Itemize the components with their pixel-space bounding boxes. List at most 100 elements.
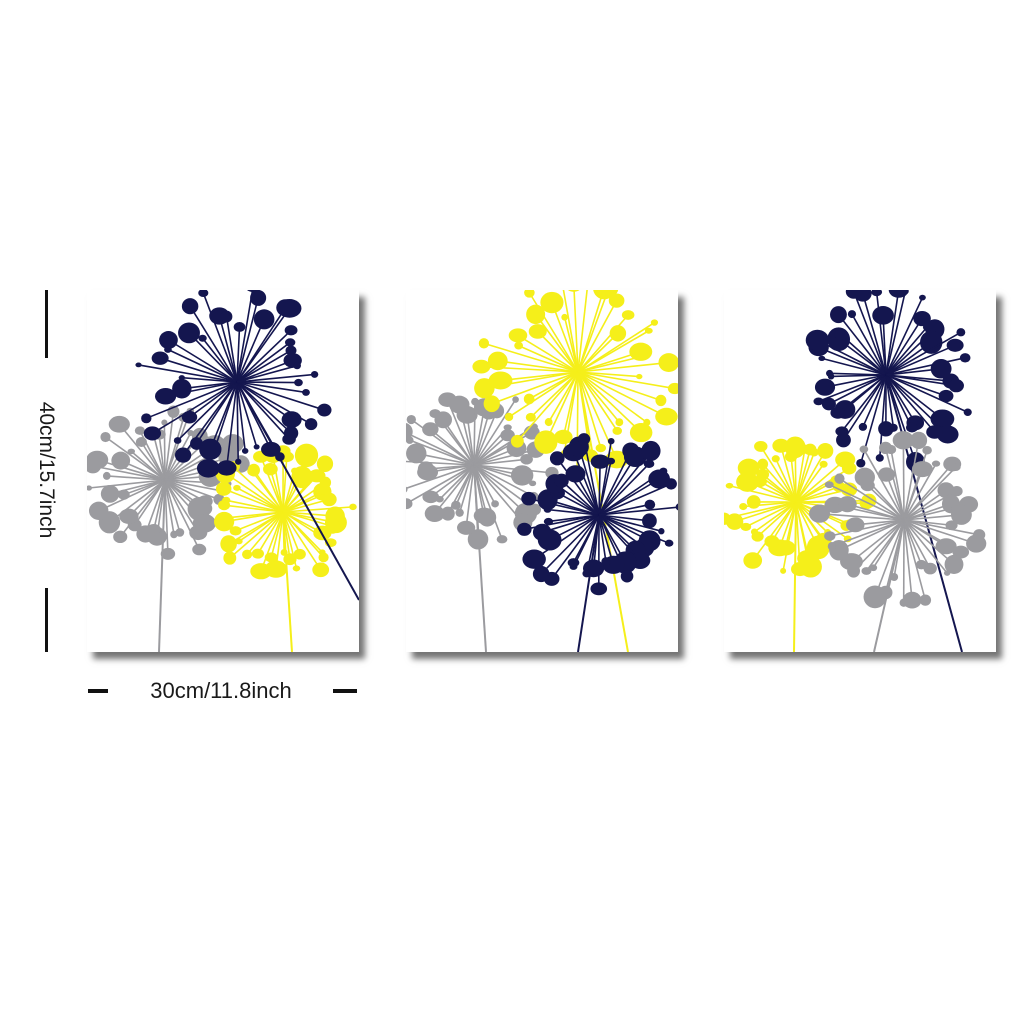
petal-ray <box>236 381 258 448</box>
petal-ray <box>246 511 284 555</box>
petal-ray <box>795 501 801 570</box>
seed-dot <box>791 562 809 577</box>
petal-ray <box>592 514 600 569</box>
seed-dot <box>590 454 610 469</box>
petal-ray <box>225 381 238 469</box>
seed-dot <box>861 567 872 575</box>
seed-dot <box>102 471 111 480</box>
petal-ray <box>903 519 913 601</box>
petal-ray <box>282 511 285 553</box>
petal-ray <box>745 501 797 528</box>
petal-ray <box>885 291 907 376</box>
seed-dot <box>127 448 136 455</box>
seed-dot <box>819 460 828 468</box>
seed-dot <box>189 525 208 541</box>
petal-ray <box>236 297 259 383</box>
seed-dot <box>805 329 829 351</box>
petal-ray <box>577 361 669 373</box>
seed-dot <box>216 460 237 476</box>
seed-dot <box>250 563 272 580</box>
petal-ray <box>885 297 924 376</box>
seed-dot <box>178 375 185 381</box>
seed-dot <box>913 310 931 327</box>
petal-ray <box>473 407 486 466</box>
seed-dot <box>757 458 769 470</box>
petal-ray <box>885 374 943 420</box>
seed-dot <box>931 460 941 467</box>
petal-ray <box>865 519 905 572</box>
petal-ray <box>598 506 678 516</box>
seed-dot <box>612 426 623 435</box>
petal-ray <box>885 290 900 376</box>
seed-dot <box>496 535 508 544</box>
petal-ray <box>534 313 579 373</box>
petal-ray <box>483 342 579 373</box>
seed-dot <box>821 397 836 411</box>
seed-dot <box>847 310 857 319</box>
seed-dot <box>648 469 671 489</box>
petal-ray <box>828 374 887 405</box>
seed-dot <box>223 551 237 565</box>
petal-ray <box>548 514 600 523</box>
petal-ray <box>433 464 475 515</box>
petal-ray <box>734 501 797 523</box>
petal-ray <box>862 293 887 376</box>
seed-dot <box>856 458 866 468</box>
seed-dot <box>310 370 319 378</box>
seed-dot <box>809 504 831 523</box>
seed-dot <box>160 547 176 560</box>
petal-ray <box>164 479 199 533</box>
petal-ray <box>541 514 600 534</box>
seed-dot <box>321 492 337 507</box>
seed-dot <box>422 422 439 437</box>
petal-ray <box>752 501 797 561</box>
seed-dot <box>522 549 546 569</box>
seed-dot <box>293 362 301 370</box>
seed-dot <box>906 422 918 433</box>
petal-ray <box>164 479 200 550</box>
seed-dot <box>830 406 846 419</box>
petal-ray <box>139 430 166 481</box>
seed-dot <box>736 472 759 492</box>
seed-dot <box>739 502 748 511</box>
petal-ray <box>153 479 166 530</box>
seed-dot <box>922 445 932 455</box>
seed-dot <box>406 443 427 464</box>
petal-ray <box>236 349 292 383</box>
seed-dot <box>281 411 302 428</box>
seed-dot <box>521 491 537 506</box>
petal-ray <box>159 357 238 383</box>
petal-ray <box>598 461 601 516</box>
petal-ray <box>447 464 475 515</box>
petal-ray <box>167 348 238 383</box>
petal-ray <box>473 464 524 524</box>
seed-dot <box>644 499 656 510</box>
seed-dot <box>615 418 624 427</box>
petal-ray <box>819 512 905 521</box>
flower-stem <box>577 514 600 652</box>
seed-dot <box>746 495 761 509</box>
seed-dot <box>642 513 657 529</box>
petal-ray <box>853 291 887 376</box>
petal-ray <box>406 464 475 490</box>
petal-ray <box>473 399 517 466</box>
seed-dot <box>607 437 615 445</box>
petal-ray <box>598 514 641 562</box>
petal-ray <box>885 357 966 376</box>
petal-ray <box>253 469 284 513</box>
petal-ray <box>577 356 641 373</box>
petal-ray <box>890 449 905 521</box>
seed-dot <box>349 503 357 511</box>
seed-dot <box>233 322 246 332</box>
petal-ray <box>885 374 936 433</box>
seed-dot <box>441 506 455 521</box>
petal-ray <box>851 313 887 376</box>
petal-ray <box>903 519 955 566</box>
seed-dot <box>520 454 533 465</box>
flower-stem <box>793 501 797 652</box>
seed-dot <box>601 557 611 567</box>
petal-ray <box>885 318 923 376</box>
petal-ray <box>577 371 648 424</box>
petal-ray <box>598 478 660 516</box>
petal-ray <box>152 433 166 481</box>
